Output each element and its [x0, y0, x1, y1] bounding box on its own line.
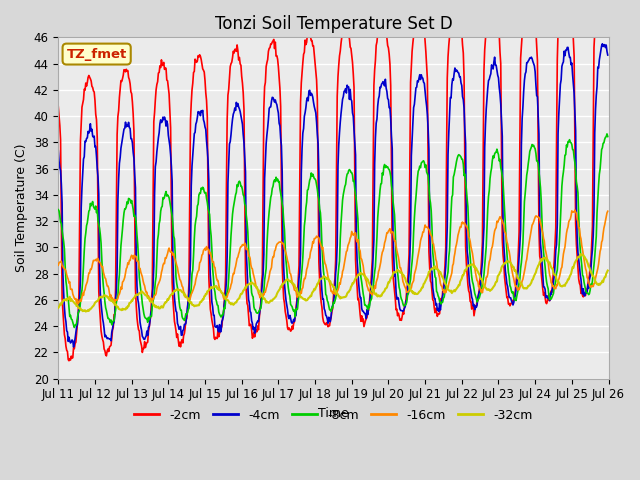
Legend: -2cm, -4cm, -8cm, -16cm, -32cm: -2cm, -4cm, -8cm, -16cm, -32cm — [129, 404, 538, 427]
X-axis label: Time: Time — [318, 407, 349, 420]
Title: Tonzi Soil Temperature Set D: Tonzi Soil Temperature Set D — [214, 15, 452, 33]
Text: TZ_fmet: TZ_fmet — [67, 48, 127, 60]
Y-axis label: Soil Temperature (C): Soil Temperature (C) — [15, 144, 28, 272]
